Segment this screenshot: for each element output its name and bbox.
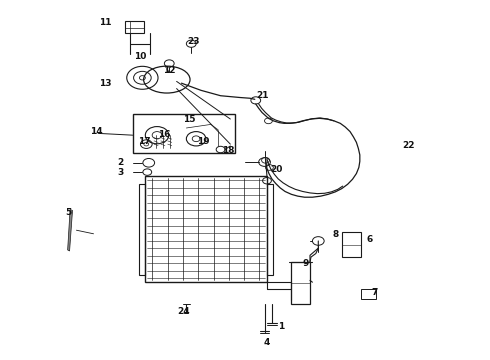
Polygon shape: [68, 210, 73, 251]
Text: 10: 10: [134, 52, 146, 61]
Text: 6: 6: [367, 235, 373, 244]
Text: 23: 23: [188, 37, 200, 46]
Bar: [145, 176, 267, 282]
Text: 21: 21: [256, 91, 269, 100]
Text: 16: 16: [158, 130, 171, 139]
Text: 14: 14: [90, 127, 102, 136]
Text: 7: 7: [371, 288, 378, 297]
Text: 2: 2: [117, 158, 123, 167]
Text: 19: 19: [197, 137, 210, 146]
Text: 13: 13: [99, 80, 112, 89]
Text: 12: 12: [163, 66, 175, 75]
Text: 20: 20: [270, 166, 283, 175]
Text: 3: 3: [117, 168, 123, 177]
Bar: [342, 232, 361, 257]
Text: 9: 9: [303, 259, 309, 268]
Bar: [292, 262, 310, 304]
Text: 11: 11: [99, 18, 112, 27]
Text: 4: 4: [264, 338, 270, 347]
Bar: [267, 184, 273, 275]
Text: 8: 8: [332, 230, 339, 239]
Text: 5: 5: [65, 208, 71, 217]
Text: 22: 22: [402, 141, 415, 150]
Text: 17: 17: [139, 137, 151, 146]
Text: 15: 15: [183, 115, 195, 124]
Text: 18: 18: [221, 146, 234, 155]
Text: 24: 24: [177, 307, 190, 316]
Bar: [125, 22, 144, 33]
Bar: [133, 114, 235, 153]
Bar: [139, 184, 145, 275]
Text: 1: 1: [278, 322, 285, 331]
Bar: [361, 289, 376, 299]
